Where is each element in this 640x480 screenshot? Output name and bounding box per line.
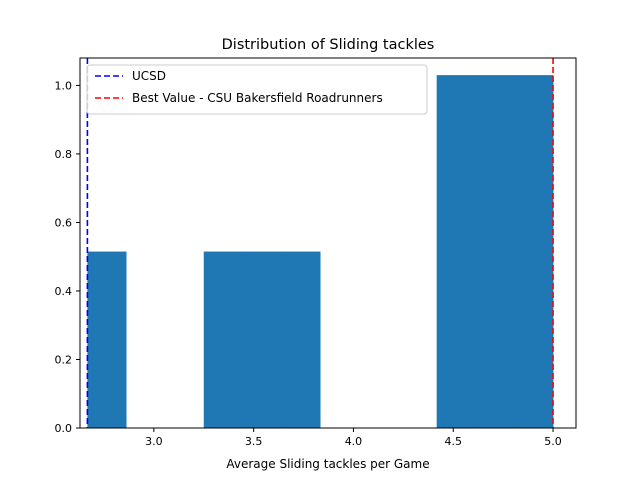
legend-label-best-value: Best Value - CSU Bakersfield Roadrunners: [132, 91, 383, 105]
chart-title: Distribution of Sliding tackles: [222, 37, 435, 53]
histogram-bar: [87, 251, 127, 428]
x-tick-label: 5.0: [544, 435, 562, 448]
reference-lines-group: [86, 58, 554, 428]
bars-group: [87, 75, 554, 428]
legend: UCSD Best Value - CSU Bakersfield Roadru…: [86, 64, 428, 115]
histogram-bar: [203, 251, 243, 428]
plot-frame: [79, 57, 577, 429]
x-axis-label: Average Sliding tackles per Game: [226, 457, 429, 471]
x-tick-label: 3.0: [145, 435, 163, 448]
histogram-bar: [475, 75, 515, 428]
histogram-bar: [281, 251, 321, 428]
y-tick-label: 1.0: [55, 79, 73, 92]
y-tick-label: 0.8: [55, 148, 73, 161]
histogram-bar: [514, 75, 554, 428]
y-tick-label: 0.4: [55, 285, 73, 298]
y-axis-ticks: 0.0 0.2 0.4 0.6 0.8 1.0: [55, 79, 80, 435]
legend-label-ucsd: UCSD: [132, 69, 166, 83]
histogram-bar: [242, 251, 282, 428]
y-tick-label: 0.0: [55, 422, 73, 435]
legend-box: [86, 64, 428, 115]
x-axis-ticks: 3.0 3.5 4.0 4.5 5.0: [145, 428, 562, 448]
y-tick-label: 0.2: [55, 353, 73, 366]
x-tick-label: 3.5: [245, 435, 263, 448]
y-tick-label: 0.6: [55, 216, 73, 229]
x-tick-label: 4.0: [345, 435, 363, 448]
histogram-bar: [436, 75, 476, 428]
x-tick-label: 4.5: [444, 435, 462, 448]
